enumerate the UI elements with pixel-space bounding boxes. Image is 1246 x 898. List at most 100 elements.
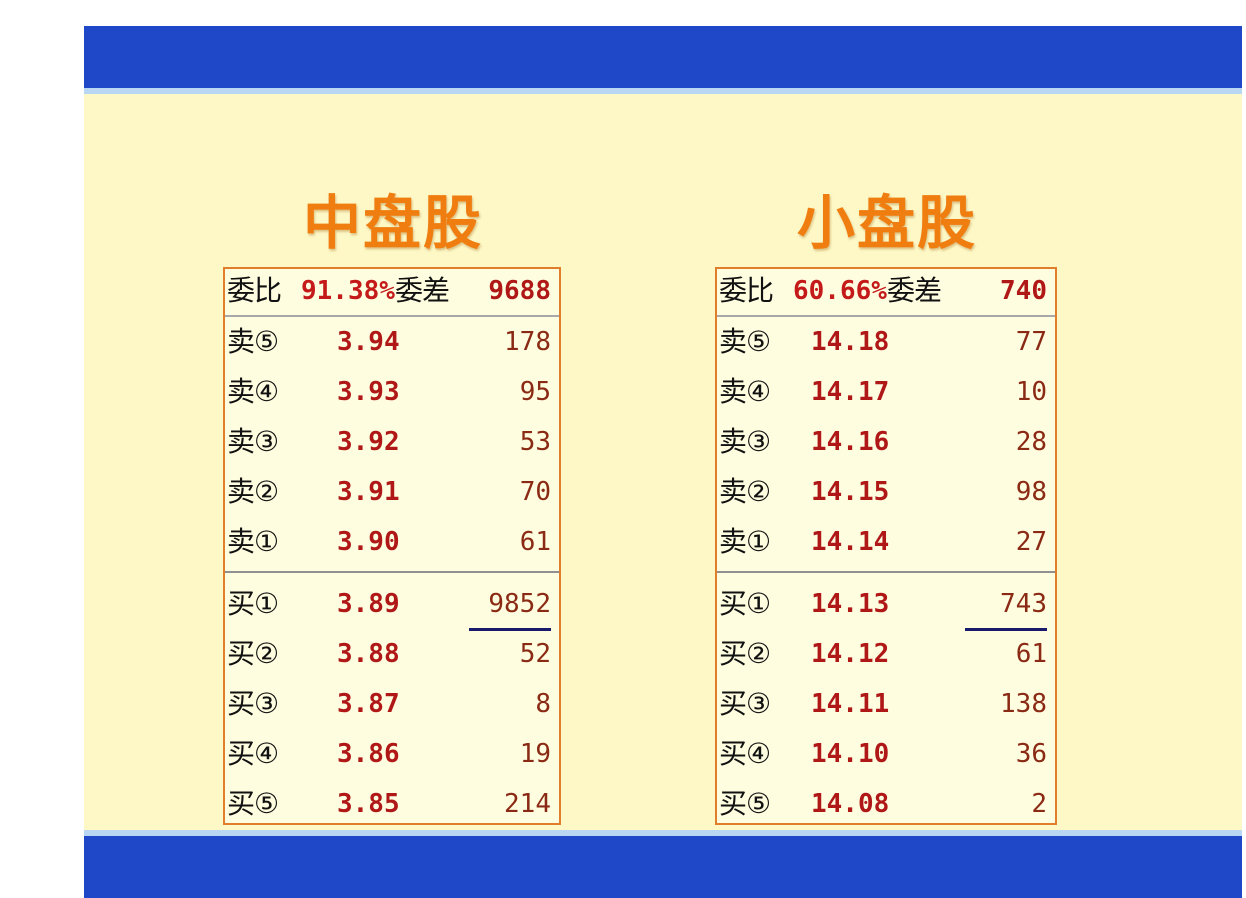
bid-price: 3.87 [337, 689, 400, 719]
diff-value: 740 [1000, 276, 1047, 306]
ask-volume: 10 [1015, 377, 1047, 407]
top-banner [84, 26, 1242, 94]
bid-label: 买⑤ [719, 787, 771, 820]
ask-row: 卖③ 14.16 28 [717, 417, 1055, 467]
ask-label: 卖⑤ [227, 325, 279, 358]
ask-label: 卖② [719, 475, 771, 508]
ask-row: 卖④ 3.93 95 [225, 367, 559, 417]
ask-row: 卖① 3.90 61 [225, 517, 559, 567]
ask-label: 卖④ [719, 375, 771, 408]
slide: 中盘股 委比 91.38% 委差 9688 卖⑤ 3.94 178 卖④ 3.93 95… [84, 26, 1242, 898]
bid-label: 买④ [719, 737, 771, 770]
diff-value: 9688 [488, 276, 551, 306]
ask-price: 14.16 [811, 427, 890, 457]
panel-title-small-cap: 小盘股 [796, 189, 977, 257]
ask-bid-divider [717, 571, 1055, 573]
ratio-value: 91.38% [301, 276, 395, 306]
bid-volume: 19 [519, 739, 551, 769]
bid-label: 买② [227, 637, 279, 670]
order-book-header: 委比 60.66% 委差 740 [717, 269, 1055, 317]
ask-label: 卖① [719, 525, 771, 558]
ask-volume: 98 [1015, 477, 1047, 507]
bid-row: 买② 3.88 52 [225, 629, 559, 679]
ratio-label: 委比 [227, 274, 282, 307]
bid-price: 14.08 [811, 789, 890, 819]
ask-label: 卖⑤ [719, 325, 771, 358]
ask-price: 3.91 [337, 477, 400, 507]
order-book-header: 委比 91.38% 委差 9688 [225, 269, 559, 317]
bid-price: 3.89 [337, 589, 400, 619]
ask-row: 卖⑤ 14.18 77 [717, 317, 1055, 367]
ask-price: 3.90 [337, 527, 400, 557]
ask-price: 14.14 [811, 527, 890, 557]
ask-label: 卖② [227, 475, 279, 508]
ask-volume: 77 [1015, 327, 1047, 357]
ask-volume: 28 [1015, 427, 1047, 457]
bid-price: 3.85 [337, 789, 400, 819]
bid-label: 买② [719, 637, 771, 670]
ask-row: 卖① 14.14 27 [717, 517, 1055, 567]
bid-volume: 61 [1015, 639, 1047, 669]
bid-row: 买① 3.89 9852 [225, 579, 559, 631]
ask-label: 卖④ [227, 375, 279, 408]
bid-volume: 8 [535, 689, 551, 719]
diff-label: 委差 [395, 274, 450, 307]
ask-price: 3.94 [337, 327, 400, 357]
bid-price: 14.13 [811, 589, 890, 619]
bid-label: 买① [227, 587, 279, 620]
ask-volume: 70 [519, 477, 551, 507]
ask-row: 卖④ 14.17 10 [717, 367, 1055, 417]
ask-price: 14.15 [811, 477, 890, 507]
volume-underline [965, 628, 1047, 631]
bid-volume: 214 [504, 789, 551, 819]
bid-row: 买⑤ 3.85 214 [225, 779, 559, 829]
bid-row: 买③ 14.11 138 [717, 679, 1055, 729]
bid-row: 买③ 3.87 8 [225, 679, 559, 729]
ask-volume: 53 [519, 427, 551, 457]
bid-label: 买③ [719, 687, 771, 720]
bid-row: 买① 14.13 743 [717, 579, 1055, 631]
bottom-banner [84, 830, 1242, 898]
ratio-value: 60.66% [793, 276, 887, 306]
ask-bid-divider [225, 571, 559, 573]
bid-row: 买④ 14.10 36 [717, 729, 1055, 779]
ask-price: 3.92 [337, 427, 400, 457]
ask-row: 卖② 3.91 70 [225, 467, 559, 517]
ask-volume: 61 [519, 527, 551, 557]
bid-price: 14.12 [811, 639, 890, 669]
ask-label: 卖① [227, 525, 279, 558]
bid-label: 买⑤ [227, 787, 279, 820]
ask-price: 3.93 [337, 377, 400, 407]
ask-price: 14.18 [811, 327, 890, 357]
ratio-label: 委比 [719, 274, 774, 307]
bid-label: 买① [719, 587, 771, 620]
ask-volume: 95 [519, 377, 551, 407]
ask-label: 卖③ [719, 425, 771, 458]
ask-label: 卖③ [227, 425, 279, 458]
bid-price: 14.10 [811, 739, 890, 769]
bid-price: 3.88 [337, 639, 400, 669]
volume-underline [469, 628, 551, 631]
bid-row: 买② 14.12 61 [717, 629, 1055, 679]
panel-title-mid-cap: 中盘股 [302, 189, 483, 257]
bid-label: 买④ [227, 737, 279, 770]
bid-volume: 743 [1000, 589, 1047, 619]
bid-row: 买⑤ 14.08 2 [717, 779, 1055, 829]
bid-row: 买④ 3.86 19 [225, 729, 559, 779]
order-book-mid-cap: 委比 91.38% 委差 9688 卖⑤ 3.94 178 卖④ 3.93 95 卖③ 3… [223, 267, 561, 825]
ask-volume: 27 [1015, 527, 1047, 557]
ask-price: 14.17 [811, 377, 890, 407]
ask-volume: 178 [504, 327, 551, 357]
bid-volume: 138 [1000, 689, 1047, 719]
bid-label: 买③ [227, 687, 279, 720]
ask-row: 卖⑤ 3.94 178 [225, 317, 559, 367]
bid-volume: 9852 [488, 589, 551, 619]
bid-price: 14.11 [811, 689, 890, 719]
bid-volume: 52 [519, 639, 551, 669]
ask-row: 卖③ 3.92 53 [225, 417, 559, 467]
order-book-small-cap: 委比 60.66% 委差 740 卖⑤ 14.18 77 卖④ 14.17 10 卖③ 1… [715, 267, 1057, 825]
diff-label: 委差 [887, 274, 942, 307]
bid-volume: 2 [1031, 789, 1047, 819]
bid-price: 3.86 [337, 739, 400, 769]
ask-row: 卖② 14.15 98 [717, 467, 1055, 517]
